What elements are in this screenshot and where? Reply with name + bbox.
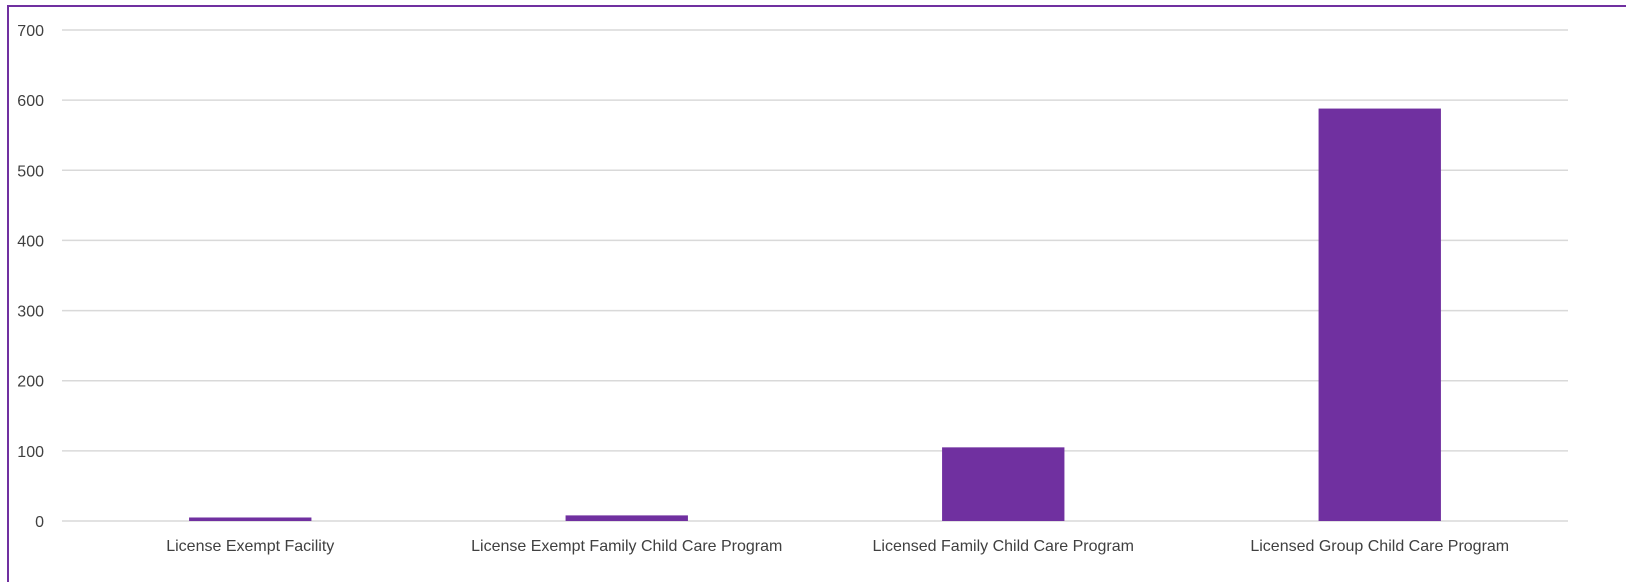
x-category-label-1: License Exempt Family Child Care Program	[471, 538, 782, 555]
y-tick-label-3: 300	[17, 304, 44, 321]
y-tick-label-0: 0	[35, 514, 44, 531]
x-category-label-0: License Exempt Facility	[166, 538, 334, 555]
x-category-label-2: Licensed Family Child Care Program	[873, 538, 1134, 555]
bar-3	[1318, 108, 1441, 521]
bar-1	[565, 515, 688, 521]
y-tick-label-6: 600	[17, 93, 44, 110]
y-tick-label-7: 700	[17, 23, 44, 40]
gridlines	[62, 29, 1568, 522]
bar-2	[942, 447, 1065, 521]
y-axis-ticks: 0 100 200 300 400 500 600 700	[17, 23, 44, 531]
bars	[189, 108, 1441, 521]
y-tick-label-5: 500	[17, 163, 44, 180]
x-axis-labels: License Exempt Facility License Exempt Fa…	[166, 538, 1509, 555]
y-tick-label-1: 100	[17, 444, 44, 461]
chart-frame	[7, 5, 1626, 582]
y-tick-label-2: 200	[17, 374, 44, 391]
y-tick-label-4: 400	[17, 233, 44, 250]
x-category-label-3: Licensed Group Child Care Program	[1250, 538, 1509, 555]
bar-0	[189, 517, 312, 521]
